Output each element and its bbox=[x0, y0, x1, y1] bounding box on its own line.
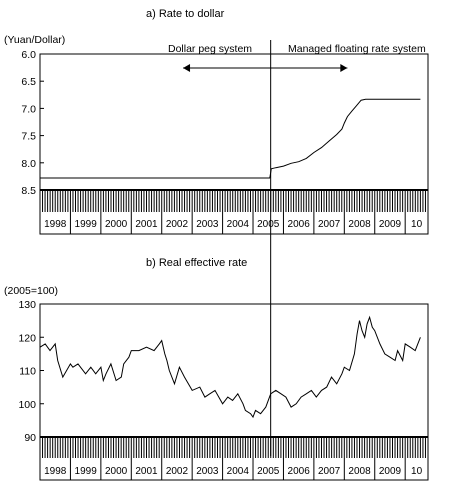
x-tick-label: 2007 bbox=[318, 466, 341, 477]
x-tick-label: 1999 bbox=[75, 466, 98, 477]
month-tick-band bbox=[39, 190, 429, 212]
x-tick-label: 2000 bbox=[105, 219, 128, 230]
x-tick-label: 2002 bbox=[166, 466, 189, 477]
chart-a-plot-frame bbox=[39, 53, 429, 235]
y-tick-label: 6.0 bbox=[21, 49, 36, 61]
chart-b-plot-frame bbox=[39, 303, 429, 481]
x-tick-label: 2003 bbox=[196, 219, 219, 230]
arrow-head-left bbox=[183, 64, 191, 72]
panel-rate-to-dollar: a) Rate to dollar (Yuan/Dollar) 6.0 6.5 7.… bbox=[4, 8, 429, 235]
y-tick-label: 110 bbox=[19, 366, 36, 378]
panel-real-effective-rate: b) Real effective rate (2005=100) 90 100 1… bbox=[4, 257, 429, 481]
series-line bbox=[39, 315, 421, 419]
x-tick-label: 2000 bbox=[105, 466, 128, 477]
x-tick-label: 2005 bbox=[257, 219, 280, 230]
annotation-label: Dollar peg system bbox=[168, 43, 252, 55]
chart-b-y-label: (2005=100) bbox=[4, 285, 58, 297]
x-tick-label: 10 bbox=[411, 219, 423, 230]
y-tick-label: 100 bbox=[18, 399, 36, 411]
x-tick-label: 2004 bbox=[227, 466, 250, 477]
y-tick-label: 8.0 bbox=[21, 158, 36, 170]
month-tick-band bbox=[39, 437, 429, 458]
x-tick-label: 1998 bbox=[44, 466, 67, 477]
series-line bbox=[40, 98, 421, 179]
x-tick-label: 2006 bbox=[288, 466, 311, 477]
chart-a-title: a) Rate to dollar bbox=[146, 8, 225, 20]
chart-a-y-label: (Yuan/Dollar) bbox=[4, 34, 65, 46]
x-tick-label: 2008 bbox=[348, 466, 371, 477]
x-tick-label: 2001 bbox=[135, 219, 158, 230]
x-tick-label: 2009 bbox=[379, 466, 402, 477]
y-tick-label: 90 bbox=[24, 432, 36, 444]
y-tick-label: 120 bbox=[18, 332, 36, 344]
annotation-label: Managed floating rate system bbox=[288, 43, 426, 55]
y-tick-label: 8.5 bbox=[21, 185, 36, 197]
x-tick-label: 2003 bbox=[196, 466, 219, 477]
x-tick-label: 2004 bbox=[227, 219, 250, 230]
x-tick-label: 2006 bbox=[288, 219, 311, 230]
x-tick-label: 10 bbox=[411, 466, 423, 477]
x-tick-label: 1998 bbox=[44, 219, 67, 230]
x-tick-label: 2002 bbox=[166, 219, 189, 230]
x-tick-label: 2008 bbox=[348, 219, 371, 230]
x-tick-label: 2005 bbox=[257, 466, 280, 477]
x-tick-label: 2009 bbox=[379, 219, 402, 230]
x-tick-label: 2001 bbox=[135, 466, 158, 477]
x-tick-label: 2007 bbox=[318, 219, 341, 230]
y-tick-label: 6.5 bbox=[21, 76, 36, 88]
y-tick-label: 7.0 bbox=[21, 103, 36, 115]
arrow-head-right bbox=[340, 64, 348, 72]
y-tick-label: 7.5 bbox=[21, 131, 36, 143]
x-tick-label: 1999 bbox=[75, 219, 98, 230]
y-tick-label: 130 bbox=[18, 299, 36, 311]
chart-b-title: b) Real effective rate bbox=[146, 257, 247, 269]
